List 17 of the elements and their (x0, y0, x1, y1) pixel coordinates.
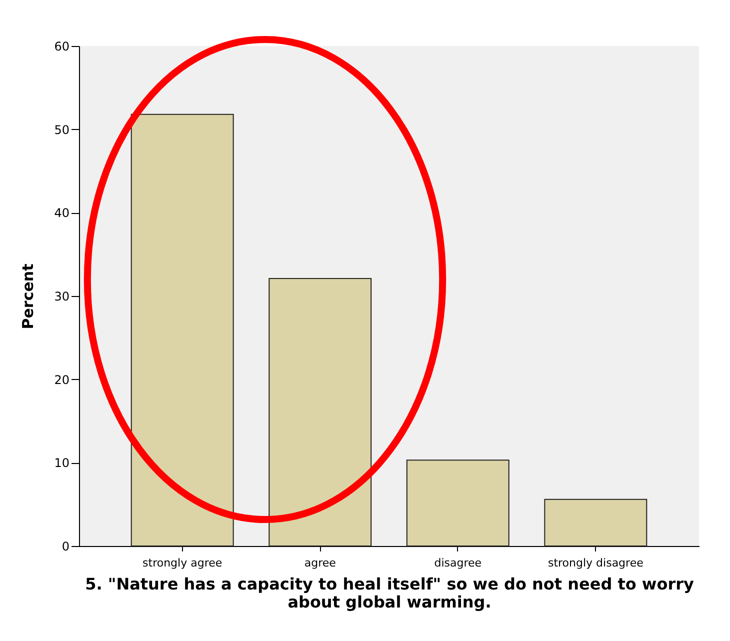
x-tick-label: agree (304, 556, 336, 570)
bar (268, 278, 372, 546)
bar (406, 460, 510, 546)
bar (130, 114, 234, 546)
x-tick-label: strongly agree (142, 556, 222, 570)
x-tick-label: disagree (434, 556, 482, 570)
bar (544, 498, 648, 546)
y-tick-label: 50 (54, 122, 70, 137)
x-axis-title: 5. "Nature has a capacity to heal itself" so we do not need to worry about global warming. (85, 574, 694, 612)
y-tick-label: 20 (54, 372, 70, 387)
y-axis-title: Percent (19, 264, 38, 330)
y-tick-label: 10 (54, 456, 70, 470)
y-tick-label: 40 (54, 206, 70, 220)
x-tick-label: strongly disagree (548, 556, 644, 570)
y-tick-label: 30 (54, 290, 70, 304)
y-tick-label: 0 (62, 540, 70, 554)
y-tick-label: 60 (54, 40, 70, 54)
